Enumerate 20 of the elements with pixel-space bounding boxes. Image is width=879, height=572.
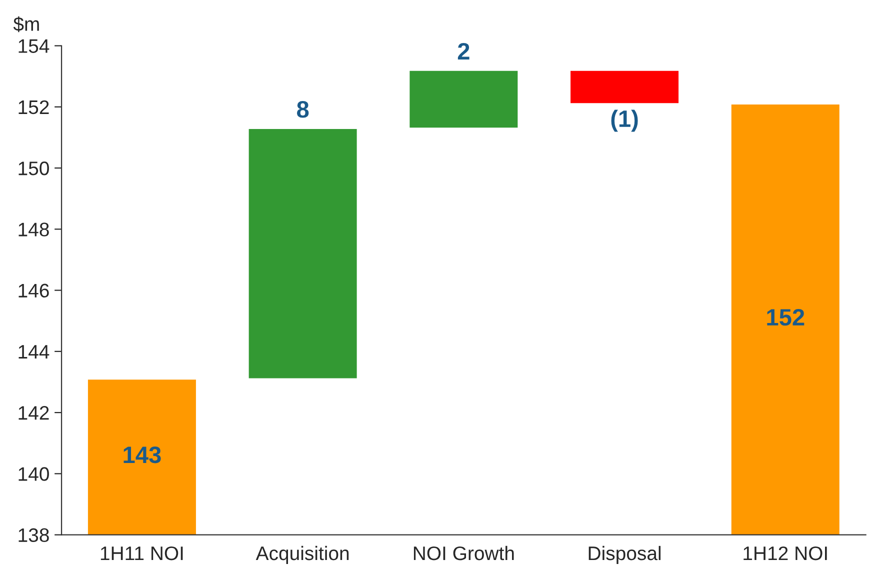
y-tick-label: 148	[18, 222, 49, 236]
y-axis-title: $m	[13, 16, 39, 32]
data-label: 143	[124, 446, 161, 464]
y-tick-label: 154	[18, 39, 50, 53]
data-label: 8	[297, 101, 309, 118]
y-tick-label: 152	[18, 100, 49, 114]
y-tick-label: 146	[18, 284, 49, 298]
data-label: 2	[458, 42, 470, 60]
data-label: (1)	[611, 110, 638, 132]
data-label: 152	[767, 308, 804, 326]
y-tick-label: 138	[18, 528, 49, 542]
x-tick-label: Acquisition	[256, 546, 349, 564]
x-tick-label: 1H12 NOI	[744, 546, 827, 560]
x-tick-label: NOI Growth	[414, 546, 514, 560]
x-tick-label: Disposal	[588, 546, 661, 564]
x-tick-label: 1H11 NOI	[100, 546, 183, 560]
y-tick-label: 144	[18, 345, 50, 358]
y-tick-label: 140	[18, 467, 49, 481]
y-tick-label: 150	[18, 161, 49, 176]
y-tick-label: 142	[18, 406, 49, 420]
